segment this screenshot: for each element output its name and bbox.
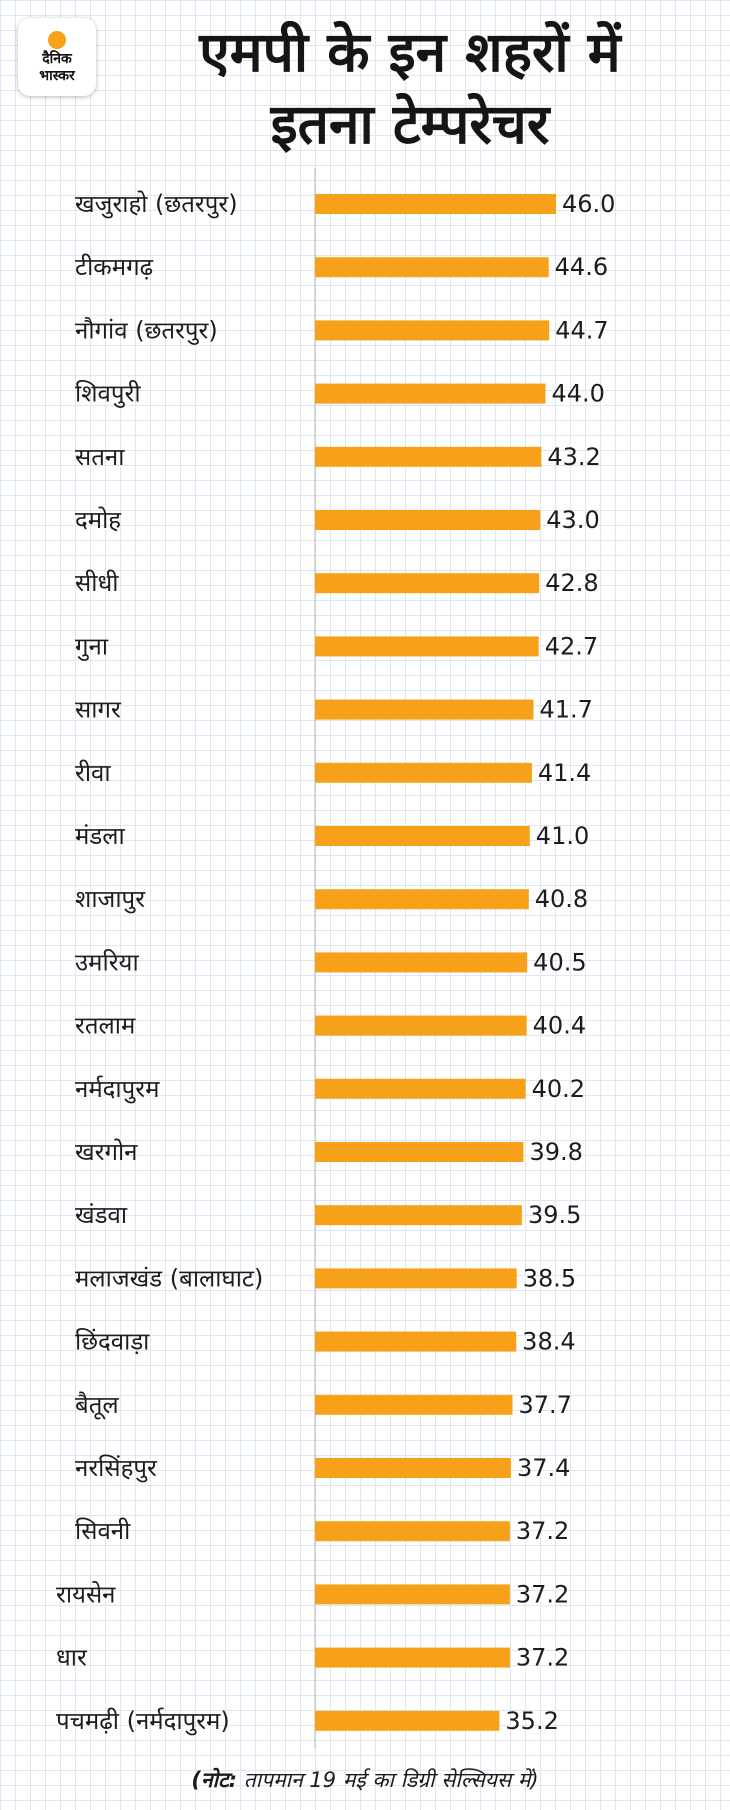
chart-title-line-2: इतना टेम्परेचर <box>270 92 550 156</box>
value-label: 37.2 <box>516 1580 569 1608</box>
value-label: 39.5 <box>528 1201 581 1229</box>
chart-footnote: (नोट: तापमान 19 मई का डिग्री सेल्सियस मे… <box>0 1766 730 1794</box>
bar <box>315 1142 524 1162</box>
bar <box>315 320 550 341</box>
category-label: शाजापुर <box>75 885 146 914</box>
value-label: 38.5 <box>523 1264 576 1292</box>
value-label: 40.5 <box>533 948 586 976</box>
bar <box>315 1394 513 1415</box>
category-label: मलाजखंड (बालाघाट) <box>75 1264 263 1292</box>
value-label: 42.7 <box>545 632 598 660</box>
value-label: 37.2 <box>516 1517 569 1545</box>
category-label: रीवा <box>75 759 111 787</box>
value-label: 40.2 <box>532 1075 585 1103</box>
bar <box>315 1078 526 1099</box>
bar <box>315 889 529 910</box>
bar <box>315 1458 511 1478</box>
bar <box>315 446 542 467</box>
value-label: 41.0 <box>536 822 589 850</box>
category-label: दमोह <box>75 506 122 534</box>
chart-title-line-1: एमपी के इन शहरों में <box>199 20 621 84</box>
category-label: गुना <box>75 632 109 661</box>
value-label: 41.4 <box>538 759 591 787</box>
logo-text-line1: दैनिक <box>42 51 72 67</box>
category-label: सतना <box>75 443 125 471</box>
bar <box>315 1205 522 1226</box>
bar <box>315 257 549 278</box>
category-label: उमरिया <box>75 948 139 976</box>
logo-text-line2: भास्कर <box>39 68 75 84</box>
value-label: 41.7 <box>539 696 592 724</box>
bar <box>315 826 530 846</box>
bar <box>315 1647 510 1668</box>
value-label: 39.8 <box>530 1138 583 1166</box>
bars-group: खजुराहो (छतरपुर) 46.0 टीकमगढ़ 44.6 नौगांव (छ… <box>56 190 615 1736</box>
temperature-bar-chart: खजुराहो (छतरपुर) 46.0 टीकमगढ़ 44.6 नौगांव (छ… <box>56 168 615 1748</box>
value-label: 46.0 <box>562 190 615 218</box>
bar <box>315 383 546 404</box>
category-label: पचमढ़ी (नर्मदापुरम) <box>56 1707 230 1736</box>
category-label: छिंदवाड़ा <box>75 1328 150 1356</box>
category-label: रतलाम <box>75 1012 136 1040</box>
category-label: रायसेन <box>56 1580 116 1608</box>
note-text: तापमान 19 मई का डिग्री सेल्सियस में) <box>237 1768 539 1792</box>
bar <box>315 952 528 973</box>
value-label: 35.2 <box>505 1707 558 1735</box>
value-label: 43.2 <box>547 443 600 471</box>
category-label: मंडला <box>75 822 125 850</box>
logo-sun-icon <box>48 31 66 49</box>
bar <box>315 573 540 594</box>
value-label: 37.4 <box>517 1454 570 1482</box>
value-label: 44.0 <box>552 380 605 408</box>
category-label: खंडवा <box>75 1201 128 1229</box>
value-label: 44.7 <box>555 316 608 344</box>
value-label: 40.4 <box>533 1012 586 1040</box>
value-label: 37.7 <box>519 1391 572 1419</box>
category-label: टीकमगढ़ <box>75 253 154 281</box>
category-label: नर्मदापुरम <box>75 1075 160 1104</box>
bar <box>315 194 556 214</box>
category-label: सागर <box>75 696 122 724</box>
bar <box>315 1268 517 1289</box>
bar <box>315 1710 500 1731</box>
value-label: 40.8 <box>535 885 588 913</box>
category-label: सीधी <box>75 569 119 597</box>
bar <box>315 510 541 530</box>
dainik-bhaskar-logo: दैनिक भास्कर <box>18 18 96 96</box>
bar <box>315 1584 510 1605</box>
bar <box>315 1331 517 1352</box>
category-label: खरगोन <box>75 1138 138 1166</box>
value-label: 42.8 <box>545 569 598 597</box>
bar <box>315 762 532 783</box>
category-label: नरसिंहपुर <box>75 1454 158 1483</box>
bar <box>315 636 539 657</box>
value-label: 44.6 <box>555 253 608 281</box>
category-label: नौगांव (छतरपुर) <box>75 316 218 345</box>
bar <box>315 699 534 720</box>
category-label: शिवपुरी <box>75 380 141 409</box>
chart-title: एमपी के इन शहरों में इतना टेम्परेचर <box>110 16 710 160</box>
value-label: 43.0 <box>546 506 599 534</box>
category-label: सिवनी <box>75 1517 131 1545</box>
value-label: 38.4 <box>522 1328 575 1356</box>
note-prefix: (नोट: <box>191 1768 238 1792</box>
bar <box>315 1521 510 1542</box>
category-label: खजुराहो (छतरपुर) <box>75 190 238 219</box>
value-label: 37.2 <box>516 1644 569 1672</box>
category-label: धार <box>56 1644 88 1672</box>
bar <box>315 1015 527 1036</box>
category-label: बैतूल <box>75 1391 119 1420</box>
